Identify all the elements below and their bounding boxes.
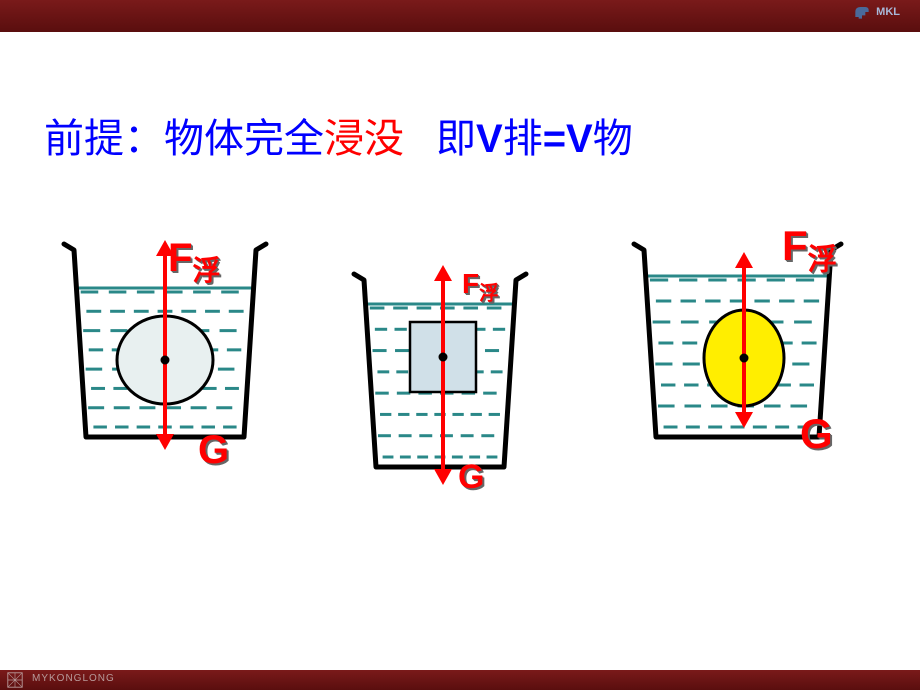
title-equation: 即V排=V物 [436, 106, 633, 164]
gravity-label-2: G [458, 458, 484, 497]
beaker-1 [60, 230, 270, 495]
logo-text: MKL [876, 6, 900, 18]
eq-V2: V [566, 117, 593, 161]
footer-text: MYKONGLONG [32, 673, 115, 684]
header-logo: MKL [852, 2, 900, 22]
beaker-2 [350, 260, 530, 525]
title-prefix: 前提：物体完全 [44, 116, 324, 161]
eq-sign: = [543, 117, 566, 161]
eq-pai: 排 [503, 116, 543, 161]
eq-V1: V [476, 117, 503, 161]
footer-bar: MYKONGLONG [0, 670, 920, 690]
title-premise: 前提：物体完全浸没 [44, 106, 404, 164]
diagram-row: F浮G F浮G F浮G [0, 230, 920, 550]
eq-prefix: 即 [436, 116, 476, 161]
footer-icon [6, 671, 24, 689]
buoyancy-label-3: F浮 [782, 222, 837, 278]
buoyancy-label-1: F浮 [168, 236, 220, 289]
dino-icon [852, 2, 872, 22]
title-highlight: 浸没 [324, 116, 404, 161]
buoyancy-label-2: F浮 [462, 268, 499, 306]
eq-wu: 物 [593, 116, 633, 161]
gravity-label-3: G [800, 410, 833, 458]
header-bar: MKL [0, 0, 920, 32]
gravity-label-1: G [198, 428, 229, 473]
